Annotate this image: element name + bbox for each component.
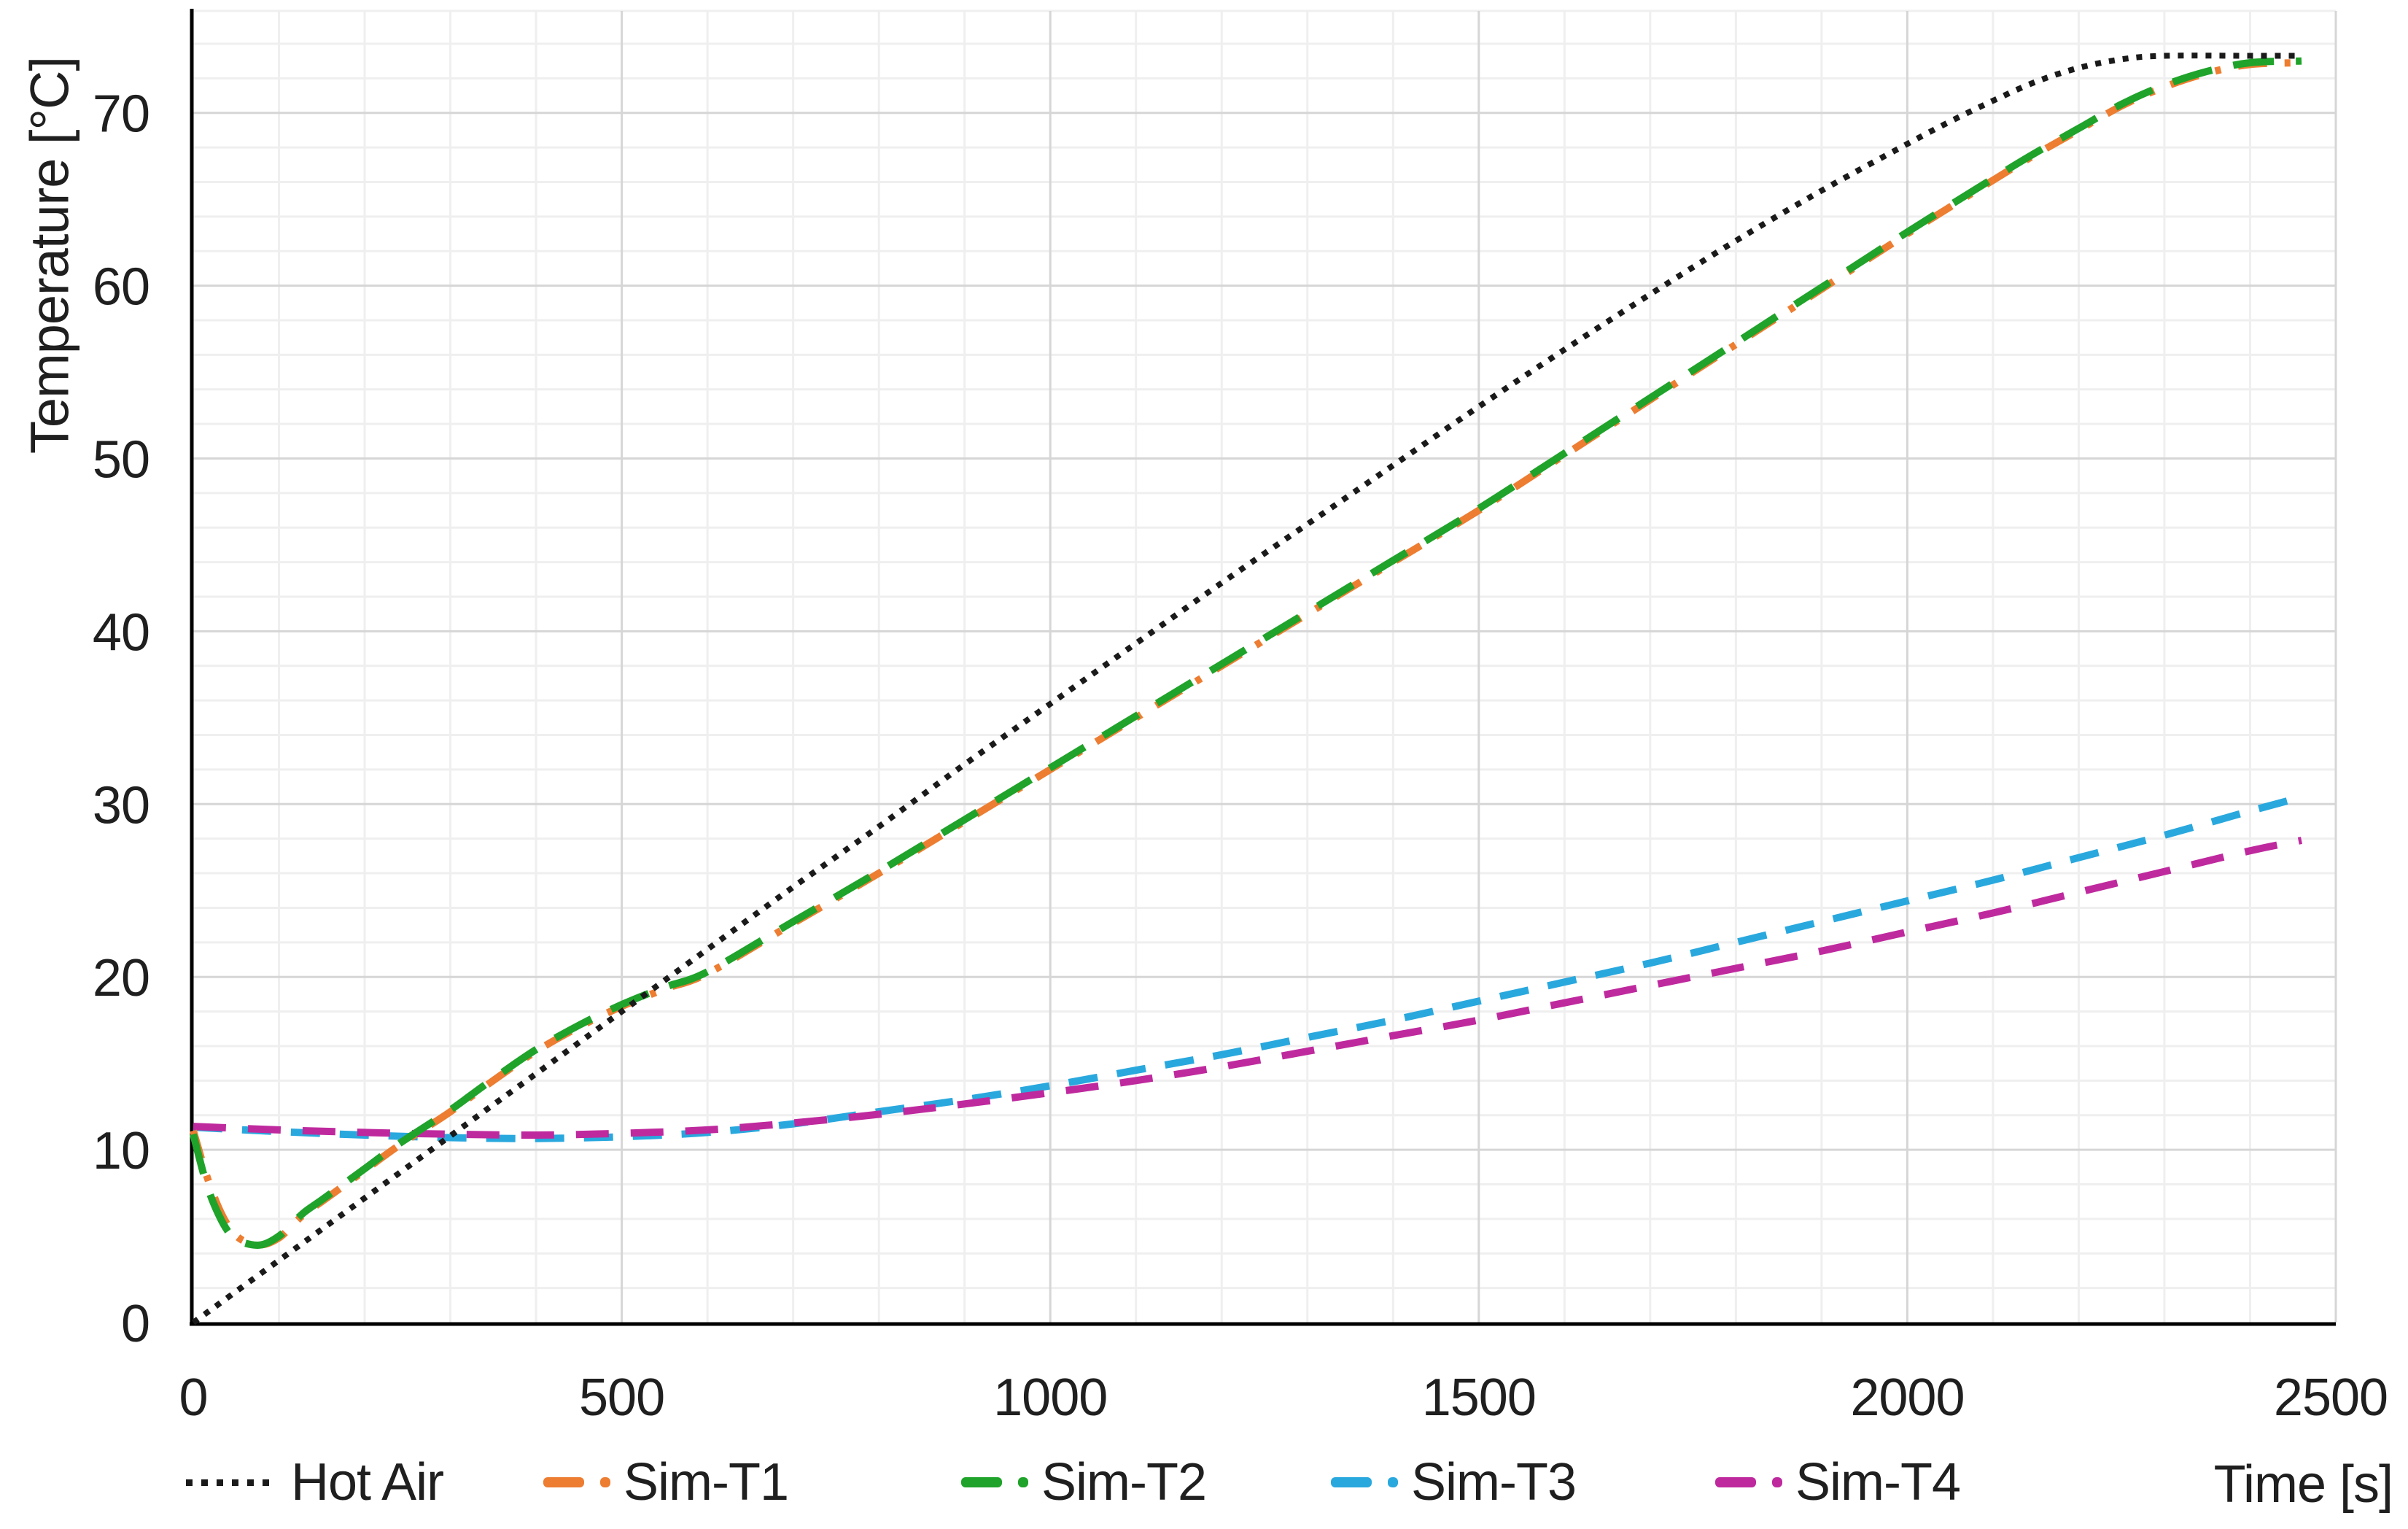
legend-label: Sim-T4 [1795, 1453, 1961, 1511]
legend: Hot Air Sim-T1 Sim-T2 Sim-T3 Sim-T4 [0, 1452, 2408, 1513]
legend-item-sim-t3: Sim-T3 [1331, 1452, 1577, 1513]
legend-label: Sim-T2 [1041, 1453, 1207, 1511]
dash-dot-line-swatch-icon [961, 1477, 1028, 1487]
legend-item-sim-t4: Sim-T4 [1715, 1452, 1961, 1513]
y-tick-label: 20 [93, 949, 149, 1007]
legend-item-hot-air: Hot Air [186, 1452, 444, 1513]
x-axis-title: Time [s] [2213, 1455, 2393, 1514]
series-line-hot-air [191, 53, 2302, 1325]
legend-item-sim-t2: Sim-T2 [961, 1452, 1207, 1513]
legend-label: Sim-T3 [1411, 1453, 1577, 1511]
dash-dot-line-swatch-icon [543, 1477, 610, 1487]
series-line-sim-t3 [193, 793, 2303, 1142]
y-tick-label: 60 [93, 258, 149, 317]
legend-label: Hot Air [291, 1453, 444, 1511]
y-tick-label: 50 [93, 431, 149, 489]
legend-item-sim-t1: Sim-T1 [543, 1452, 789, 1513]
series-line-sim-t2 [190, 57, 2302, 1249]
y-tick-label: 0 [121, 1295, 149, 1353]
x-tick-label: 2500 [2274, 1369, 2388, 1427]
dash-dot-line-swatch-icon [1715, 1477, 1782, 1487]
y-tick-label: 10 [93, 1122, 149, 1180]
dotted-line-swatch-icon [186, 1479, 269, 1486]
x-tick-label: 1500 [1422, 1369, 1536, 1427]
y-tick-label: 30 [93, 776, 149, 835]
series-line-sim-t4 [193, 837, 2302, 1139]
x-tick-label: 1000 [993, 1369, 1107, 1427]
x-tick-label: 2000 [1850, 1369, 1964, 1427]
y-tick-label: 40 [93, 603, 149, 662]
dash-dot-line-swatch-icon [1331, 1477, 1398, 1487]
y-tick-label: 70 [93, 85, 149, 144]
x-tick-label: 0 [179, 1369, 207, 1427]
x-tick-label: 500 [579, 1369, 664, 1427]
legend-label: Sim-T1 [624, 1453, 789, 1511]
y-axis-title: Temperature [°C] [19, 56, 80, 454]
